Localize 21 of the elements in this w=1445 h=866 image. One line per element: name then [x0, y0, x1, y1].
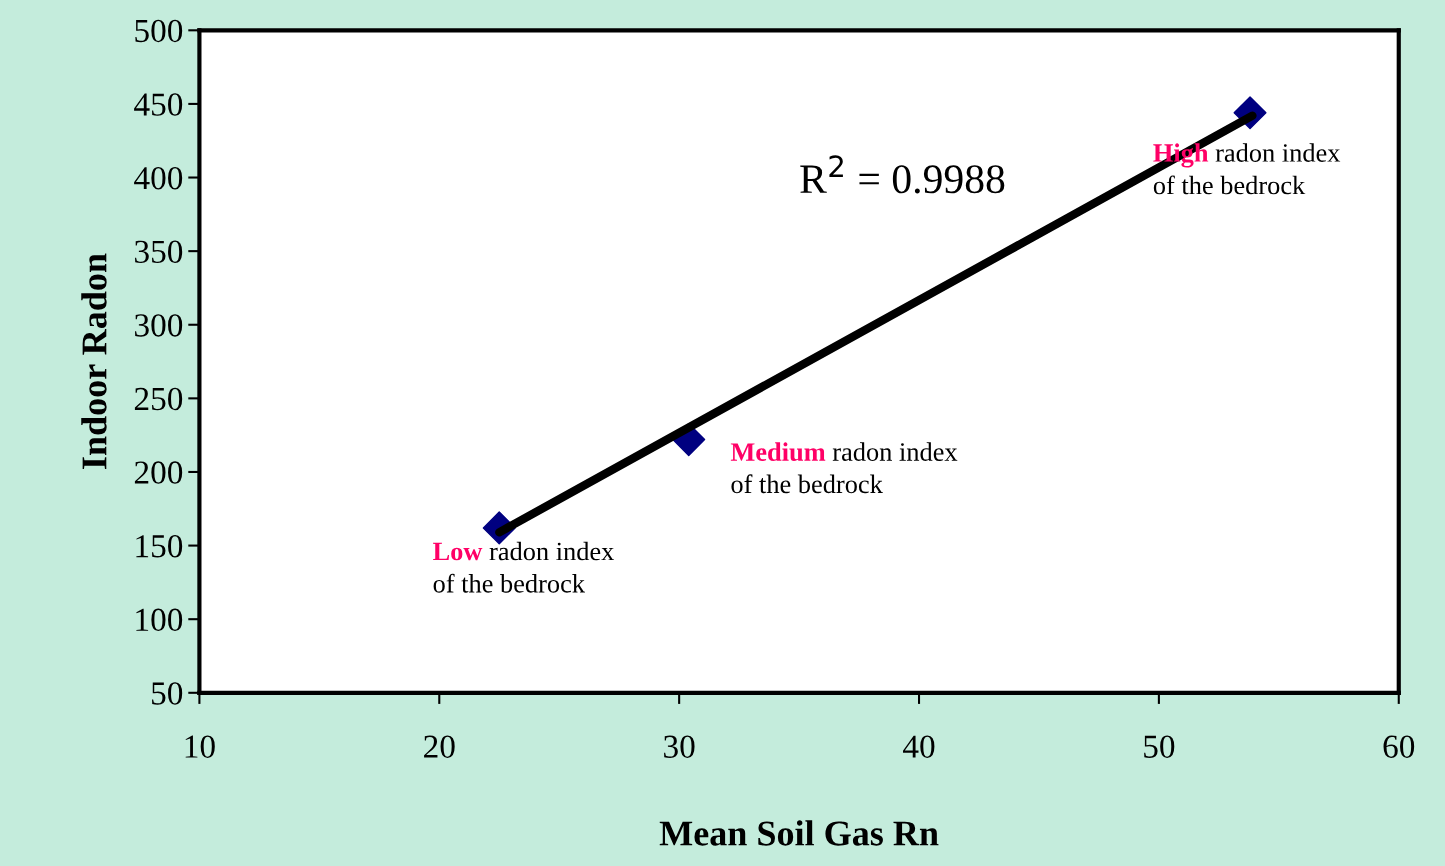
- y-tick-label: 300: [135, 314, 183, 337]
- x-axis-title: Mean Soil Gas Rn: [659, 820, 939, 846]
- x-tick-label: 10: [185, 735, 215, 758]
- y-tick-label: 450: [134, 93, 183, 116]
- y-tick-label: 100: [136, 608, 183, 632]
- annotation: R$^{2}$ = 0.9988: [800, 155, 1005, 194]
- x-tick-label: 40: [903, 735, 935, 758]
- annotation: Low radon index of the bedrock: [433, 541, 615, 593]
- y-tick-label: 150: [136, 534, 183, 558]
- y-tick-label: 250: [134, 387, 183, 411]
- x-tick-label: 20: [424, 735, 455, 758]
- x-tick-label: 50: [1144, 735, 1175, 758]
- y-tick-label: 200: [134, 461, 183, 484]
- x-tick-label: 60: [1383, 735, 1415, 758]
- y-tick-label: 50: [152, 682, 183, 705]
- x-tick-label: 30: [664, 735, 695, 758]
- y-tick-label: 400: [134, 166, 183, 190]
- y-tick-label: 500: [135, 19, 183, 43]
- annotation: Medium radon index of the bedrock: [730, 442, 958, 494]
- y-tick-label: 350: [135, 240, 183, 264]
- y-axis-title: Indoor Radon: [81, 253, 107, 469]
